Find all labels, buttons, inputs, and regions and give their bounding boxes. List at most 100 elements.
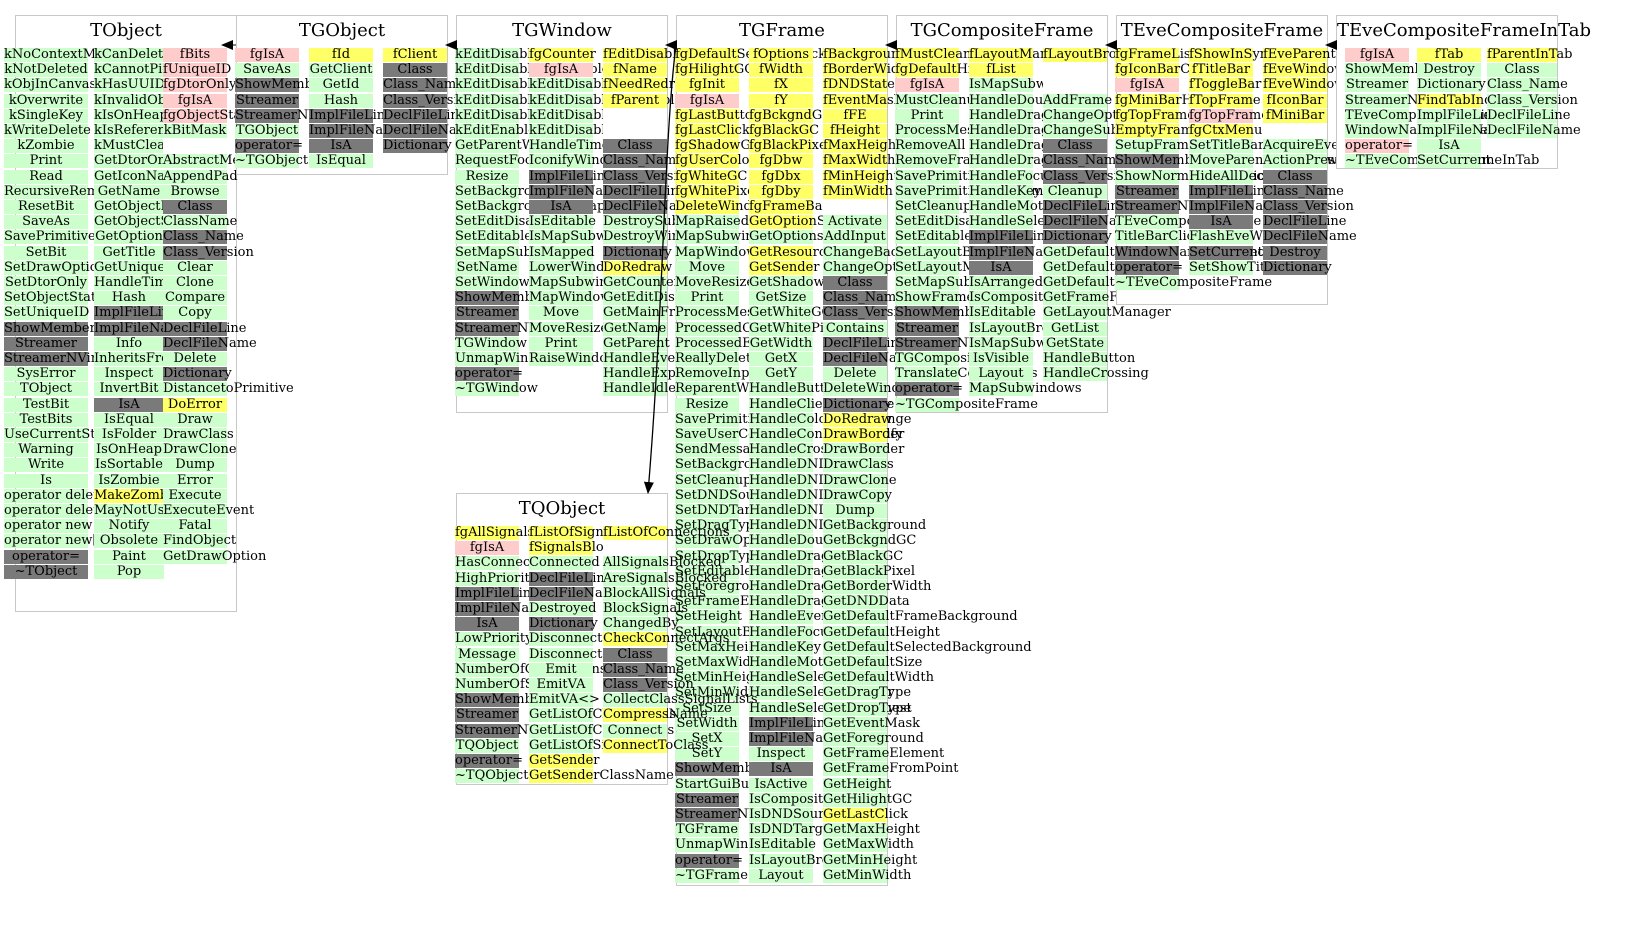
class-member: Obsolete xyxy=(94,534,164,549)
class-member: HandleKey xyxy=(749,639,822,655)
class-member: GetMaxWidth xyxy=(823,837,914,853)
class-member: IsMapped xyxy=(529,244,595,260)
class-member: IsA xyxy=(749,762,813,777)
class-member: Inspect xyxy=(749,747,813,762)
class-member: fMustCleanup xyxy=(895,47,989,62)
class-member: fEveWindow xyxy=(1263,62,1346,78)
class-member: GetDefaultWidth xyxy=(1043,275,1154,290)
class-member: fClient xyxy=(383,48,447,62)
class-member: IsLayoutBroken xyxy=(749,852,854,868)
class-member: HandleDragMotion xyxy=(969,153,1097,169)
class-member: GetOptionString xyxy=(749,214,859,230)
class-member: InheritsFrom xyxy=(94,351,182,366)
class-member: GetDefaultHeight xyxy=(823,624,940,640)
class-member: SetBit xyxy=(4,245,88,260)
class-member: DeclFileName xyxy=(1043,214,1137,230)
class-member: IsA xyxy=(1189,215,1253,230)
class-member: GetX xyxy=(749,352,813,366)
class-member: ~TQObject xyxy=(455,768,529,784)
class-member xyxy=(1043,63,1107,78)
class-member: IsA xyxy=(1417,139,1481,154)
class-member: HandleDragMotion xyxy=(749,594,877,610)
class-member: ImplFileName xyxy=(529,183,624,199)
class-member: Cleanup xyxy=(1043,184,1107,199)
class-member: Dictionary xyxy=(1263,259,1332,275)
class-member: EmitVA<> xyxy=(529,692,600,708)
class-member: SaveUserColor xyxy=(675,427,775,442)
class-member: GetSize xyxy=(749,291,813,306)
class-member: StreamerNVirtual xyxy=(455,320,574,336)
class-member: HandleDNDLeave xyxy=(749,503,868,518)
class-member: fgLastClick xyxy=(675,123,750,138)
class-member: IsA xyxy=(529,200,593,214)
class-member: kEditDisableKeyEnable xyxy=(455,63,609,78)
class-member: kEditDisableHeight xyxy=(455,47,585,62)
class-member: MapSubwindows xyxy=(529,275,642,290)
class-member: operator= xyxy=(455,366,523,382)
class-member: ShowMembers xyxy=(1115,153,1214,169)
class-member: fTitleBar xyxy=(1189,63,1253,78)
class-member: DeclFileName xyxy=(163,335,257,351)
class-member: kEditDisableBtnEnable xyxy=(529,93,682,108)
class-member: MoveResize xyxy=(529,320,609,336)
class-member: StreamerNVirtual xyxy=(235,107,354,123)
class-member: StreamerNVirtual xyxy=(675,807,794,822)
class-member: SetObjectStat xyxy=(4,290,97,306)
class-member: fgIsA xyxy=(895,78,959,93)
class-member: ImplFileLine xyxy=(309,107,393,123)
class-member: Resize xyxy=(675,397,739,412)
class-member: operator= xyxy=(1115,259,1183,275)
class-member: ReallyDelete xyxy=(675,351,759,366)
class-member: Dictionary xyxy=(603,244,672,260)
class-member: IsEqual xyxy=(94,412,164,427)
class-member: Class xyxy=(1487,63,1557,78)
class-member: GetResourcePool xyxy=(749,244,862,260)
class-member: GetSenderClassName xyxy=(529,768,674,784)
class-member: GetId xyxy=(309,78,373,93)
class-member: GetBlackPixel xyxy=(823,563,916,579)
class-member: operator= xyxy=(455,753,523,768)
class-member: Class_Version xyxy=(1263,199,1354,214)
class-member: SetShowTitleBar xyxy=(1189,259,1301,275)
class-member: DrawClone xyxy=(163,442,237,458)
class-member: Error xyxy=(163,473,227,488)
class-member: DrawClass xyxy=(823,457,894,473)
class-member: fgIconBarCreator xyxy=(1115,62,1232,78)
class-member: fBackground xyxy=(823,47,908,62)
class-member xyxy=(603,541,667,556)
class-member: DeclFileName xyxy=(1263,229,1357,245)
class-member: Warning xyxy=(4,443,88,458)
class-member: Connected xyxy=(529,555,600,571)
class-member: SetUniqueID xyxy=(4,305,90,321)
class-member: DeclFileLine xyxy=(529,570,613,586)
class-box-tevecompositeframeintab: TEveCompositeFrameInTab fgIsA ShowMembers S… xyxy=(1336,15,1591,169)
class-member: Print xyxy=(4,154,88,169)
class-member: SetCleanup xyxy=(895,199,972,214)
class-member: StartGuiBuilding xyxy=(675,776,787,792)
class-member: HandleEvent xyxy=(749,609,835,625)
class-member: TEveCompositeFrameInTab xyxy=(1345,108,1528,123)
class-member: ClassName xyxy=(163,214,238,230)
class-member: fgLastButton xyxy=(675,107,761,123)
class-member: fMinWidth xyxy=(823,183,893,199)
class-member: operator= xyxy=(235,138,303,154)
class-member: fIconBar xyxy=(1263,93,1327,108)
class-member: SetY xyxy=(675,747,739,762)
class-member: fEveWindowLH xyxy=(1263,77,1366,93)
class-member: IsEditable xyxy=(529,214,596,230)
class-member: fgWhiteGC xyxy=(675,168,748,184)
class-member: Paint xyxy=(94,549,164,564)
class-member: AcquireEveWindow xyxy=(1263,138,1392,154)
class-member: kCanDelete xyxy=(94,47,171,62)
class-member: fDNDState xyxy=(823,77,895,93)
class-member: ProcessMessage xyxy=(895,123,1005,138)
class-member: AllSignalsBlocked xyxy=(603,555,722,571)
class-member: StreamerNVirtual xyxy=(1115,199,1234,214)
class-member: TEveCompositeFrame xyxy=(1115,215,1261,230)
class-member: GetFrameFromPoint xyxy=(1043,290,1179,306)
class-member: kEditDisableResize xyxy=(455,92,583,108)
class-member: Move xyxy=(675,260,739,275)
class-member: Move xyxy=(529,306,593,321)
class-member: SetBackgroundColor xyxy=(675,457,813,473)
class-member: DrawClass xyxy=(163,427,234,442)
